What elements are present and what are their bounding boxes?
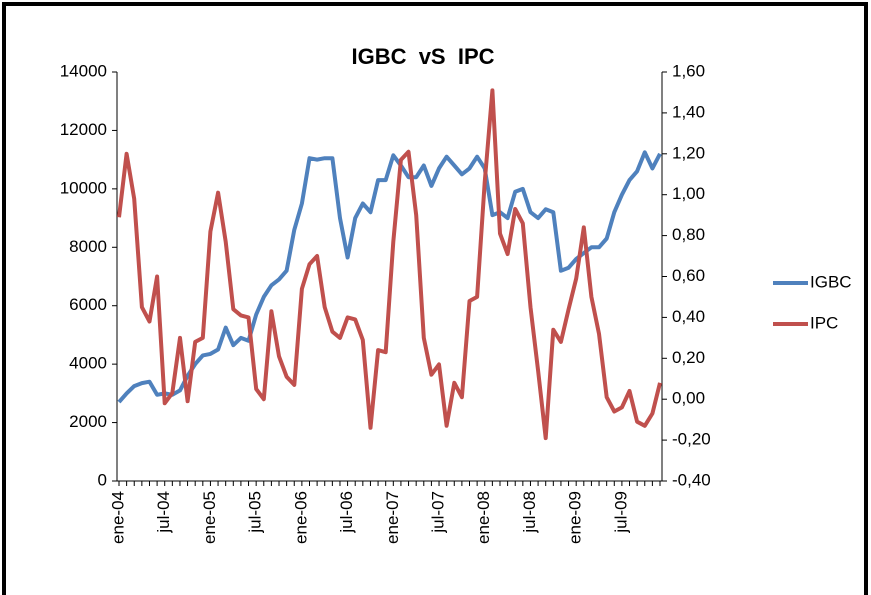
x-tick-label: ene-06 [291,491,310,544]
y-tick-label: 8000 [69,237,107,256]
y2-tick-label: 1,60 [672,61,705,80]
x-tick-label: jul-08 [520,491,539,534]
y2-tick-label: 0,40 [672,307,705,326]
x-tick-label: ene-05 [200,491,219,544]
legend-label: IGBC [810,272,852,291]
y2-tick-label: 1,20 [672,143,705,162]
y2-tick-label: 0,60 [672,266,705,285]
y2-tick-label: 1,00 [672,184,705,203]
y2-tick-label: 0,80 [672,225,705,244]
chart-title: IGBC vS IPC [351,44,494,69]
x-tick-label: ene-09 [566,491,585,544]
y-tick-label: 14000 [60,61,107,80]
x-tick-label: jul-09 [611,491,630,534]
y-tick-label: 4000 [69,354,107,373]
y-tick-label: 12000 [60,120,107,139]
y-tick-label: 6000 [69,295,107,314]
y-tick-label: 2000 [69,412,107,431]
y2-tick-label: -0,20 [672,430,711,449]
y2-tick-label: -0,40 [672,470,711,489]
legend-label: IPC [810,313,838,332]
y-tick-label: 10000 [60,178,107,197]
y2-tick-label: 0,00 [672,389,705,408]
x-tick-label: ene-08 [474,491,493,544]
y2-tick-label: 0,20 [672,348,705,367]
x-tick-label: ene-07 [383,491,402,544]
x-tick-label: ene-04 [108,491,127,544]
series-line [117,150,662,404]
y-tick-label: 0 [98,470,107,489]
y2-tick-label: 1,40 [672,102,705,121]
x-tick-label: jul-05 [246,491,265,534]
x-tick-label: jul-04 [154,491,173,534]
series-line [117,88,662,441]
x-tick-label: jul-06 [337,491,356,534]
x-tick-label: jul-07 [429,491,448,534]
